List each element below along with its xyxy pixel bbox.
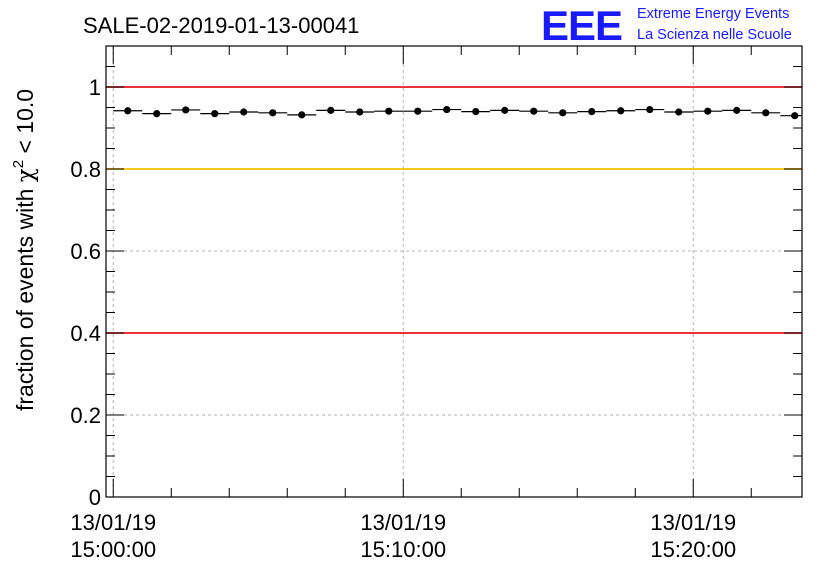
y-tick-label: 0.8 xyxy=(70,157,101,182)
y-tick-label: 1 xyxy=(89,75,101,100)
chart-title: SALE-02-2019-01-13-00041 xyxy=(83,13,359,38)
y-tick-label: 0 xyxy=(89,485,101,510)
data-point xyxy=(414,107,422,115)
data-point xyxy=(791,112,799,120)
data-point xyxy=(182,106,190,114)
y-tick-label: 0.4 xyxy=(70,321,101,346)
axes: 00.20.40.60.8113/01/1915:00:0013/01/1915… xyxy=(70,45,802,562)
data-points xyxy=(113,105,802,120)
logo-letters: EEE xyxy=(541,2,622,49)
data-point xyxy=(327,106,335,114)
data-point xyxy=(762,109,770,117)
data-point xyxy=(443,105,451,114)
data-point xyxy=(385,107,393,115)
plot-frame xyxy=(105,45,803,498)
data-point xyxy=(559,109,567,117)
x-tick-label-date: 13/01/19 xyxy=(70,510,156,535)
data-point xyxy=(211,110,219,118)
y-axis-label-text: fraction of events with xyxy=(12,182,38,411)
data-point xyxy=(530,107,538,115)
data-point xyxy=(733,106,741,114)
y-axis-label: fraction of events with χ2 < 10.0 xyxy=(10,89,39,411)
x-tick-label-date: 13/01/19 xyxy=(650,510,736,535)
data-point xyxy=(124,107,132,115)
eee-logo: EEE Extreme Energy Events La Scienza nel… xyxy=(541,2,792,49)
reference-lines xyxy=(106,86,802,334)
x-tick-label-time: 15:00:00 xyxy=(70,537,156,562)
y-axis-label-cut: < 10.0 xyxy=(12,89,38,160)
data-point xyxy=(617,107,625,115)
logo-line2: La Scienza nelle Scuole xyxy=(637,27,792,43)
data-point xyxy=(298,111,306,119)
x-tick-label-date: 13/01/19 xyxy=(360,510,446,535)
logo-line1: Extreme Energy Events xyxy=(637,6,789,22)
y-axis-label-chi: χ xyxy=(13,168,39,182)
y-tick-label: 0.2 xyxy=(70,403,101,428)
data-point xyxy=(356,108,364,116)
x-tick-label-time: 15:10:00 xyxy=(360,537,446,562)
data-point xyxy=(153,110,161,118)
data-point xyxy=(588,108,596,116)
data-point xyxy=(646,105,654,114)
data-point xyxy=(704,107,712,115)
data-point xyxy=(501,106,509,114)
x-tick-label-time: 15:20:00 xyxy=(650,537,736,562)
y-axis-label-sup: 2 xyxy=(10,160,27,168)
data-point xyxy=(472,108,480,116)
data-point xyxy=(675,108,683,116)
y-tick-label: 0.6 xyxy=(70,239,101,264)
data-point xyxy=(269,109,277,117)
data-point xyxy=(240,108,248,116)
